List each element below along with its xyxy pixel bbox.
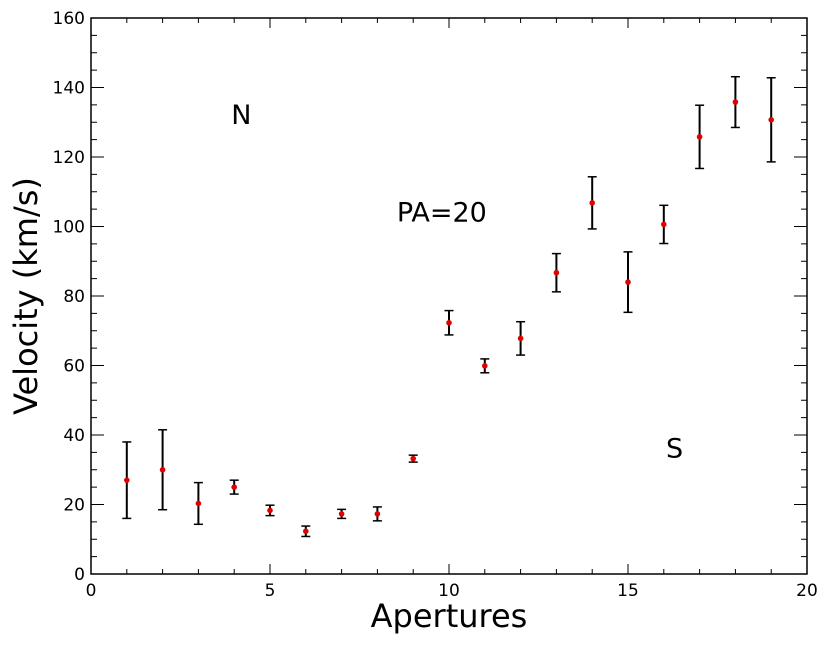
x-tick-label: 20: [796, 581, 818, 601]
data-point: [374, 511, 381, 517]
y-tick-label: 80: [63, 287, 85, 307]
data-point: [732, 99, 739, 105]
y-axis-label: Velocity (km/s): [7, 177, 45, 415]
data-point: [124, 477, 130, 483]
data-point: [482, 363, 488, 369]
y-tick-label: 0: [74, 565, 85, 585]
x-axis-label: Apertures: [371, 597, 528, 635]
data-point: [517, 335, 524, 342]
y-tick-label: 120: [53, 148, 85, 168]
data-point: [446, 319, 452, 326]
y-tick-label: 20: [63, 496, 85, 516]
data-point: [589, 200, 595, 206]
x-tick-label: 0: [86, 581, 97, 601]
data-point: [661, 221, 667, 228]
errorbar-layer: [122, 75, 776, 538]
annotation-text: S: [666, 434, 683, 465]
y-tick-label: 140: [53, 79, 85, 99]
y-tick-label: 100: [53, 218, 85, 238]
data-point: [625, 279, 631, 285]
data-point: [195, 500, 202, 507]
y-tick-label: 160: [53, 9, 85, 29]
y-tick-label: 40: [63, 426, 85, 446]
y-tick-label: 60: [63, 357, 85, 377]
data-point: [410, 455, 417, 462]
data-point: [338, 511, 345, 517]
annotation-text: PA=20: [397, 197, 487, 228]
plot-frame: [90, 17, 808, 575]
x-tick-label: 15: [617, 581, 639, 601]
data-point: [267, 507, 273, 514]
data-point: [696, 134, 703, 140]
x-tick-label: 10: [438, 581, 460, 601]
data-point-layer: [124, 99, 774, 535]
annotation-layer: N PA=20 S: [231, 100, 683, 465]
tick-layer: 0 5 10 15 20 0 20 40 60 80 100 120 140 160: [53, 9, 818, 601]
x-tick-label: 5: [265, 581, 276, 601]
data-point: [768, 117, 774, 123]
data-point: [231, 484, 237, 490]
annotation-text: N: [231, 100, 251, 131]
data-point: [159, 466, 166, 473]
data-point: [553, 269, 560, 276]
data-point: [303, 528, 309, 535]
